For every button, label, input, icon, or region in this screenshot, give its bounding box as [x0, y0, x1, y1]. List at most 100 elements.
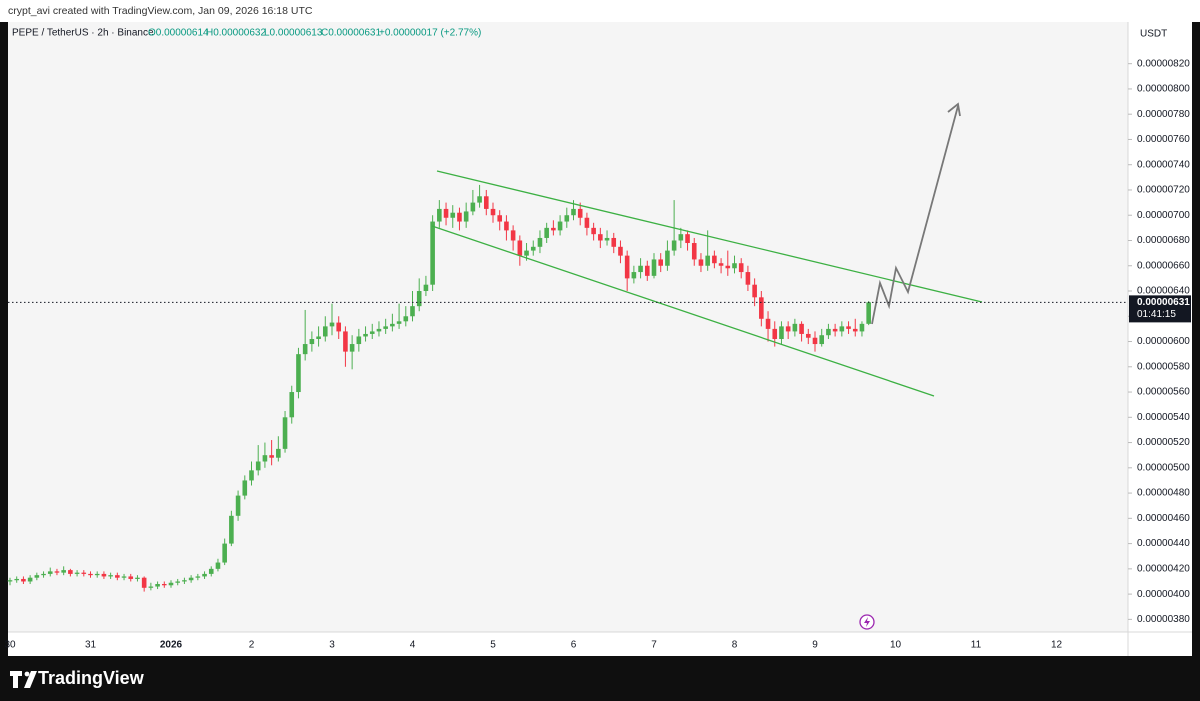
- candle-body: [504, 221, 509, 231]
- candle-body: [752, 284, 757, 298]
- candle-body: [161, 584, 167, 586]
- candle-body: [577, 208, 583, 218]
- candle-body: [457, 212, 462, 222]
- candle-body: [81, 572, 87, 574]
- candle-body: [309, 338, 315, 345]
- candle-body: [658, 259, 664, 266]
- channel-lower: [431, 225, 935, 397]
- candle-body: [443, 208, 449, 218]
- candle-body: [826, 328, 831, 336]
- candle-body: [61, 570, 66, 573]
- x-tick-label: 30: [4, 640, 16, 651]
- y-tick-label: 0.00000540: [1137, 412, 1190, 423]
- candle-body: [396, 321, 402, 324]
- candle-body: [336, 322, 342, 332]
- legend-high: H0.00000632: [206, 28, 266, 39]
- candle-body: [41, 573, 46, 576]
- candle-body: [363, 333, 368, 337]
- candle-body: [618, 246, 623, 256]
- candle-body: [94, 573, 100, 576]
- x-tick-label: 31: [85, 640, 97, 651]
- candle-body: [738, 263, 744, 273]
- legend-symbol: PEPE / TetherUS · 2h · Binance: [12, 28, 154, 39]
- candle-body: [557, 221, 563, 231]
- candle-body: [765, 318, 771, 329]
- arrow-head: [947, 102, 961, 117]
- candle-body: [792, 323, 798, 332]
- candle-body: [74, 572, 80, 574]
- candle-body: [678, 234, 684, 241]
- candle-body: [121, 576, 127, 578]
- candle-body: [604, 237, 610, 241]
- candle-body: [202, 573, 207, 577]
- candle-body: [490, 208, 496, 216]
- candle-body: [135, 577, 140, 579]
- last-price-box: [1129, 295, 1191, 323]
- candle-body: [470, 202, 476, 212]
- brand-logo-dot: [24, 671, 30, 677]
- legend-low: L0.00000613: [264, 28, 323, 39]
- candle-body: [564, 215, 570, 222]
- candle-body: [477, 196, 482, 203]
- candle-body: [255, 461, 261, 471]
- candle-body: [651, 259, 657, 276]
- candle-body: [866, 302, 871, 324]
- y-tick-label: 0.00000500: [1137, 462, 1190, 473]
- candle-body: [7, 580, 13, 582]
- candle-body: [21, 578, 26, 582]
- candle-body: [712, 255, 717, 264]
- candle-body: [148, 586, 154, 588]
- event-icon-bolt: [864, 617, 870, 627]
- y-tick-label: 0.00000660: [1137, 260, 1190, 271]
- candle-body: [450, 212, 456, 218]
- candle-body: [289, 392, 295, 418]
- candle-body: [846, 326, 851, 329]
- y-tick-label: 0.00000720: [1137, 185, 1190, 196]
- candle-body: [302, 344, 308, 355]
- y-tick-label: 0.00000460: [1137, 513, 1190, 524]
- candle-body: [571, 208, 576, 216]
- candle-body: [141, 577, 147, 588]
- x-tick-label: 2026: [160, 640, 183, 651]
- candle-body: [276, 448, 281, 458]
- currency: USDT: [1140, 29, 1167, 40]
- y-tick-label: 0.00000780: [1137, 109, 1190, 120]
- candle-body: [390, 323, 395, 327]
- y-tick-label: 0.00000700: [1137, 210, 1190, 221]
- candle-body: [839, 326, 845, 332]
- candle-body: [215, 562, 221, 569]
- y-tick-label: 0.00000800: [1137, 84, 1190, 95]
- candle-body: [463, 211, 469, 222]
- x-tick-label: 9: [812, 640, 818, 651]
- candle-body: [168, 582, 174, 586]
- legend-open: O0.00000614: [148, 28, 209, 39]
- candle-body: [497, 215, 503, 222]
- candle-body: [175, 581, 181, 583]
- x-tick-label: 10: [890, 640, 902, 651]
- y-tick-label: 0.00000820: [1137, 58, 1190, 69]
- plot-area: [8, 22, 1128, 632]
- candle-body: [369, 331, 375, 334]
- candle-body: [644, 265, 650, 276]
- y-tick-label: 0.00000600: [1137, 336, 1190, 347]
- y-tick-label: 0.00000580: [1137, 361, 1190, 372]
- candle-body: [423, 284, 429, 292]
- candle-body: [349, 344, 355, 352]
- candle-body: [356, 336, 362, 345]
- candle-body: [296, 354, 301, 393]
- x-tick-label: 6: [571, 640, 577, 651]
- candle-body: [785, 326, 791, 332]
- candle-body: [510, 230, 516, 241]
- candle-body: [108, 575, 113, 577]
- candle-body: [249, 470, 254, 481]
- candle-body: [47, 571, 53, 574]
- candle-body: [524, 250, 529, 256]
- candle-body: [222, 543, 227, 563]
- y-tick-label: 0.00000520: [1137, 437, 1190, 448]
- x-tick-label: 11: [971, 640, 982, 651]
- candle-body: [611, 237, 617, 247]
- candle-body: [235, 495, 241, 516]
- candle-body: [269, 455, 274, 458]
